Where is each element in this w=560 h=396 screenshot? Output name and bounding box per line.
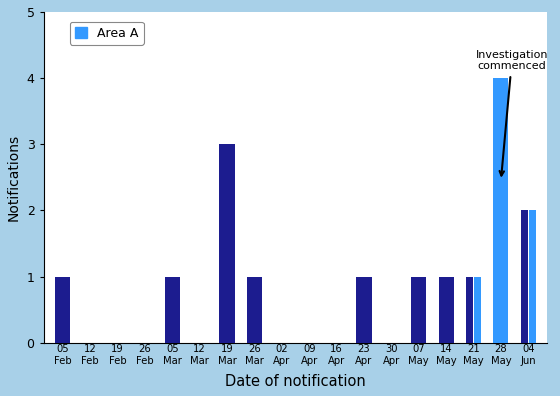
Bar: [529, 210, 536, 343]
Y-axis label: Notifications: Notifications: [7, 134, 21, 221]
Bar: [247, 276, 262, 343]
Bar: [165, 276, 180, 343]
Bar: [474, 276, 481, 343]
Bar: [356, 276, 371, 343]
Bar: [493, 78, 508, 343]
X-axis label: Date of notification: Date of notification: [225, 374, 366, 389]
Bar: [438, 276, 454, 343]
Text: Investigation
commenced: Investigation commenced: [475, 50, 548, 175]
Bar: [411, 276, 426, 343]
Bar: [220, 144, 235, 343]
Legend: Area A: Area A: [70, 21, 144, 44]
Bar: [55, 276, 70, 343]
Bar: [521, 210, 528, 343]
Bar: [466, 276, 473, 343]
